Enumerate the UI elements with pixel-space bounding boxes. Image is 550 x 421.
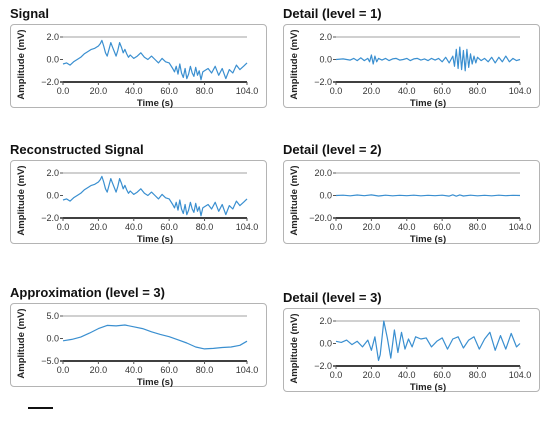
y-tick-label: −2.0 — [41, 213, 59, 223]
y-tick-label: −20.0 — [309, 213, 332, 223]
x-tick-label: 0.0 — [57, 365, 70, 375]
y-tick-label: 0.0 — [319, 55, 332, 65]
x-tick-label: 0.0 — [57, 222, 70, 232]
signal-line — [62, 39, 248, 81]
x-tick-label: 20.0 — [90, 86, 108, 96]
x-tick-label: 60.0 — [160, 222, 178, 232]
x-axis-label: Time (s) — [137, 377, 173, 388]
title-signal: Signal — [10, 6, 50, 21]
x-tick-label: 40.0 — [398, 86, 416, 96]
x-axis-label: Time (s) — [410, 98, 446, 109]
x-tick-label: 0.0 — [330, 222, 343, 232]
x-tick-label: 20.0 — [363, 222, 381, 232]
x-tick-label: 104.0 — [509, 86, 532, 96]
signal-line — [62, 175, 248, 217]
x-tick-label: 80.0 — [469, 86, 487, 96]
signal-line — [335, 320, 521, 362]
x-tick-label: 60.0 — [433, 370, 451, 380]
x-tick-label: 0.0 — [330, 370, 343, 380]
y-axis-label: Amplitude (mV) — [289, 165, 300, 235]
y-axis-label: Amplitude (mV) — [16, 29, 27, 99]
panel-reconstructed-signal: 2.0 0.0 −2.0 0.0 20.0 40.0 60.0 80.0 104.0 Time (… — [10, 160, 267, 245]
y-tick-label: 0.0 — [46, 191, 59, 201]
y-tick-label: 2.0 — [319, 32, 332, 42]
x-tick-label: 20.0 — [363, 86, 381, 96]
x-tick-label: 104.0 — [236, 86, 259, 96]
panel-signal: 2.0 0.0 −2.0 0.0 20.0 40.0 60.0 80.0 104.0 Time (… — [10, 24, 267, 109]
title-approximation-level-3: Approximation (level = 3) — [10, 285, 165, 300]
y-axis-label: Amplitude (mV) — [289, 29, 300, 99]
panel-detail-level-1: 2.0 0.0 −2.0 0.0 20.0 40.0 60.0 80.0 104.0 Time (… — [283, 24, 540, 109]
x-tick-label: 60.0 — [160, 86, 178, 96]
signal-line — [62, 324, 248, 350]
x-tick-label: 104.0 — [236, 365, 259, 375]
x-axis-label: Time (s) — [410, 234, 446, 245]
x-axis-label: Time (s) — [410, 382, 446, 393]
signal-line — [335, 194, 521, 197]
y-tick-label: 0.0 — [46, 55, 59, 65]
title-detail-level-3: Detail (level = 3) — [283, 290, 382, 305]
y-tick-label: −2.0 — [314, 361, 332, 371]
y-tick-label: −2.0 — [41, 77, 59, 87]
title-detail-level-1: Detail (level = 1) — [283, 6, 382, 21]
y-tick-label: 2.0 — [46, 32, 59, 42]
x-tick-label: 40.0 — [398, 370, 416, 380]
x-tick-label: 80.0 — [196, 222, 214, 232]
y-axis-label: Amplitude (mV) — [16, 308, 27, 378]
y-tick-label: −5.0 — [41, 356, 59, 366]
signal-line — [335, 46, 521, 72]
y-axis-label: Amplitude (mV) — [289, 313, 300, 383]
y-tick-label: 2.0 — [46, 168, 59, 178]
stray-mark — [28, 407, 53, 409]
x-tick-label: 80.0 — [196, 365, 214, 375]
y-tick-label: 5.0 — [46, 311, 59, 321]
y-tick-label: −2.0 — [314, 77, 332, 87]
title-detail-level-2: Detail (level = 2) — [283, 142, 382, 157]
panel-detail-level-2: 20.0 0.0 −20.0 0.0 20.0 40.0 60.0 80.0 104.0 Time… — [283, 160, 540, 245]
x-tick-label: 60.0 — [433, 222, 451, 232]
x-tick-label: 40.0 — [125, 222, 143, 232]
x-tick-label: 60.0 — [160, 365, 178, 375]
y-tick-label: 2.0 — [319, 316, 332, 326]
x-tick-label: 104.0 — [509, 370, 532, 380]
x-tick-label: 20.0 — [363, 370, 381, 380]
x-axis-label: Time (s) — [137, 234, 173, 245]
x-tick-label: 0.0 — [57, 86, 70, 96]
y-tick-label: 0.0 — [319, 191, 332, 201]
x-tick-label: 40.0 — [125, 86, 143, 96]
panel-detail-level-3: 2.0 0.0 −2.0 0.0 20.0 40.0 60.0 80.0 104.0 Time (… — [283, 308, 540, 393]
x-tick-label: 80.0 — [469, 370, 487, 380]
y-tick-label: 0.0 — [319, 339, 332, 349]
x-tick-label: 20.0 — [90, 222, 108, 232]
panel-approximation-level-3: 5.0 0.0 −5.0 0.0 20.0 40.0 60.0 80.0 104.0 Time (… — [10, 303, 267, 388]
x-tick-label: 104.0 — [236, 222, 259, 232]
y-tick-label: 0.0 — [46, 334, 59, 344]
y-axis-label: Amplitude (mV) — [16, 165, 27, 235]
x-tick-label: 80.0 — [469, 222, 487, 232]
x-tick-label: 20.0 — [90, 365, 108, 375]
x-tick-label: 0.0 — [330, 86, 343, 96]
x-tick-label: 104.0 — [509, 222, 532, 232]
x-tick-label: 80.0 — [196, 86, 214, 96]
x-axis-label: Time (s) — [137, 98, 173, 109]
title-reconstructed-signal: Reconstructed Signal — [10, 142, 144, 157]
chart-detail-level-2: 20.00.0−20.00.0 20.0 40.0 60.0 80.0 104.0Time… — [289, 165, 532, 245]
x-tick-label: 40.0 — [398, 222, 416, 232]
x-tick-label: 40.0 — [125, 365, 143, 375]
x-tick-label: 60.0 — [433, 86, 451, 96]
y-tick-label: 20.0 — [314, 168, 332, 178]
